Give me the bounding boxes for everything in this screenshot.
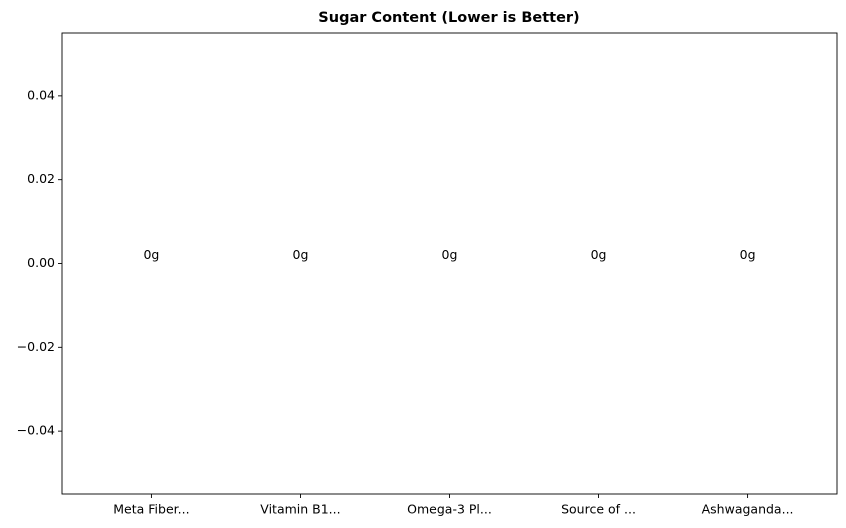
y-tick-label: 0.02 [27, 171, 55, 186]
value-label: 0g [293, 247, 309, 262]
x-tick-label: Source of ... [561, 502, 636, 517]
value-label: 0g [442, 247, 458, 262]
y-tick-label: −0.04 [17, 423, 55, 438]
y-tick-label: 0.04 [27, 87, 55, 102]
value-label: 0g [591, 247, 607, 262]
value-label: 0g [740, 247, 756, 262]
value-label: 0g [143, 247, 159, 262]
chart-title: Sugar Content (Lower is Better) [318, 10, 579, 26]
x-tick-label: Meta Fiber... [113, 502, 189, 517]
x-tick-label: Vitamin B1... [260, 502, 340, 517]
y-tick-label: 0.00 [27, 255, 55, 270]
x-tick-label: Omega-3 Pl... [407, 502, 492, 517]
plot-frame [61, 32, 838, 495]
x-tick-label: Ashwaganda... [702, 502, 794, 517]
y-tick-label: −0.02 [17, 339, 55, 354]
